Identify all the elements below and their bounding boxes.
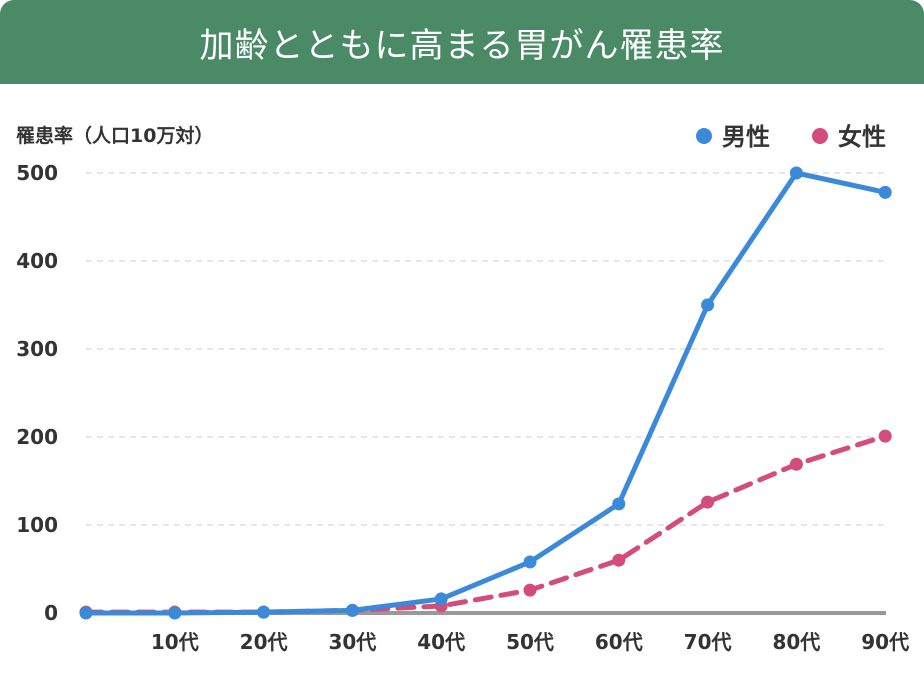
x-tick-label: 60代 — [595, 630, 643, 654]
data-point — [701, 298, 715, 312]
grid-lines — [86, 172, 886, 526]
data-point — [523, 555, 537, 569]
y-tick-label: 100 — [16, 513, 58, 537]
y-tick-label: 0 — [44, 601, 58, 625]
x-tick-label: 10代 — [151, 630, 199, 654]
legend-marker — [696, 128, 712, 144]
data-point — [345, 603, 359, 617]
x-tick-label: 90代 — [861, 630, 909, 654]
x-tick-label: 40代 — [417, 630, 465, 654]
series-layer — [79, 166, 892, 620]
data-point — [612, 497, 626, 511]
y-axis-label: 罹患率（人口10万対） — [16, 124, 213, 147]
data-point — [789, 457, 803, 471]
data-point — [789, 166, 803, 180]
data-point — [257, 605, 271, 619]
y-tick-label: 200 — [16, 425, 58, 449]
x-tick-label: 20代 — [240, 630, 288, 654]
data-point — [701, 495, 715, 509]
y-tick-label: 300 — [16, 337, 58, 361]
data-point — [79, 606, 93, 620]
data-point — [434, 592, 448, 606]
data-point — [612, 553, 626, 567]
y-tick-labels: 0 100 200 300 400 500 — [16, 161, 58, 625]
legend-label: 女性 — [838, 123, 886, 151]
legend-marker — [812, 128, 828, 144]
x-tick-label: 70代 — [684, 630, 732, 654]
x-tick-label: 30代 — [328, 630, 376, 654]
series-female — [79, 429, 892, 619]
x-tick-label: 50代 — [506, 630, 554, 654]
series-line — [83, 170, 888, 616]
legend-label: 男性 — [722, 123, 770, 151]
data-point — [168, 606, 182, 620]
data-point — [523, 583, 537, 597]
chart-title: 加齢とともに高まる胃がん罹患率 — [199, 25, 725, 66]
data-point — [878, 185, 892, 199]
x-tick-labels: 10代 20代 30代 40代 50代 60代 70代 80代 90代 — [151, 630, 909, 654]
title-bar: 加齢とともに高まる胃がん罹患率 — [0, 0, 924, 84]
data-point — [878, 429, 892, 443]
series-male — [79, 166, 892, 620]
y-tick-label: 500 — [16, 161, 58, 185]
x-tick-label: 80代 — [772, 630, 820, 654]
y-tick-label: 400 — [16, 249, 58, 273]
legend: 男性 女性 — [696, 123, 886, 151]
series-line — [83, 433, 888, 615]
